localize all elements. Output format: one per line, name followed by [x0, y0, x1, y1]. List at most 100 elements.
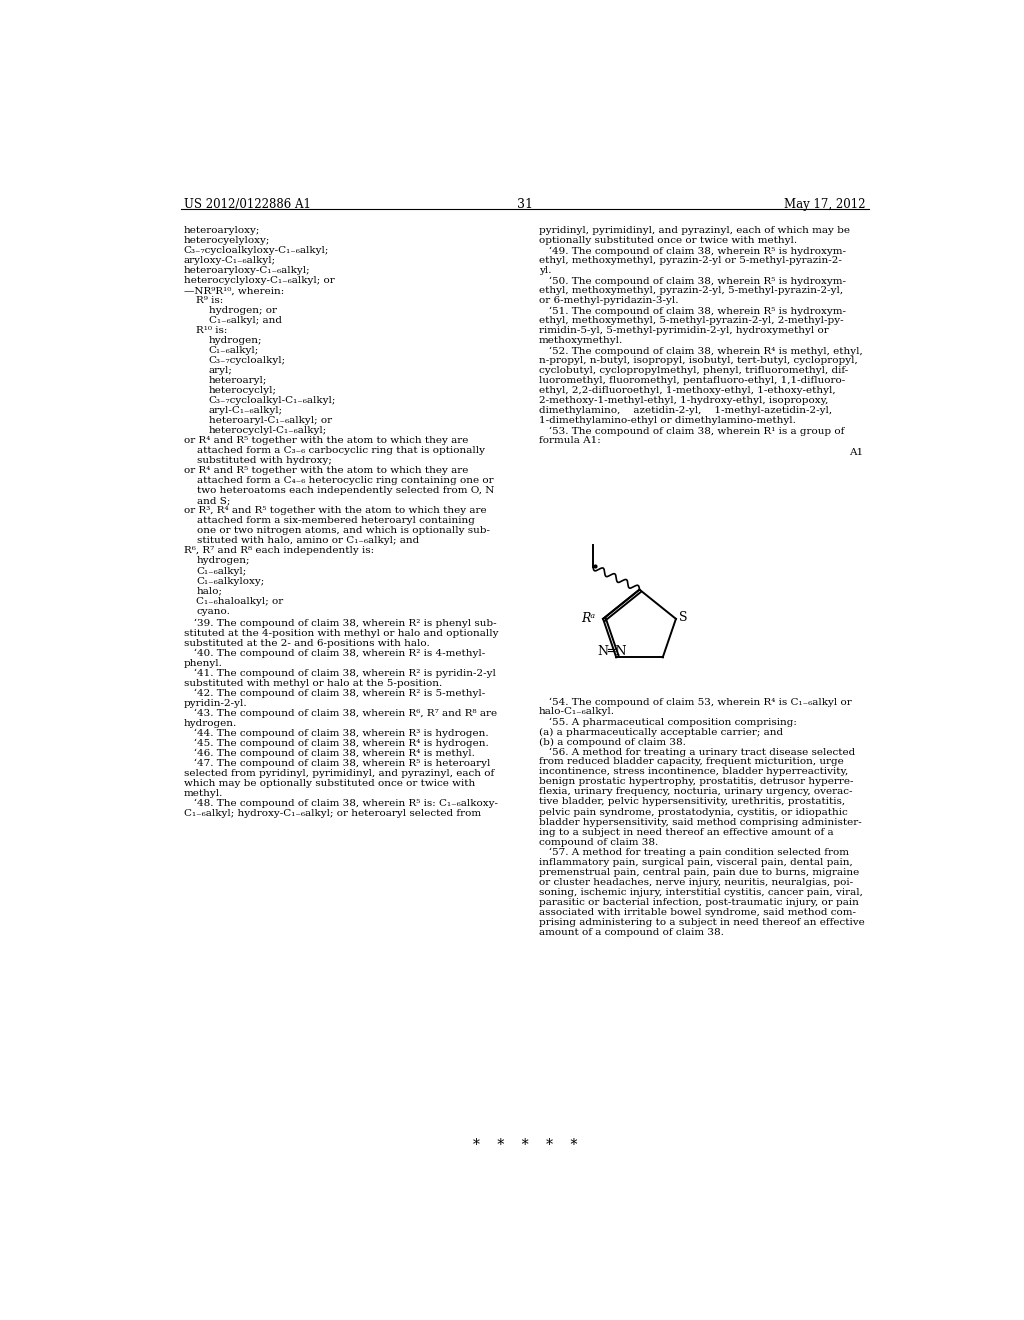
- Text: heteroaryl;: heteroaryl;: [209, 376, 267, 385]
- Text: 1-dimethylamino-ethyl or dimethylamino-methyl.: 1-dimethylamino-ethyl or dimethylamino-m…: [539, 416, 796, 425]
- Text: ethyl, methoxymethyl, pyrazin-2-yl or 5-methyl-pyrazin-2-: ethyl, methoxymethyl, pyrazin-2-yl or 5-…: [539, 256, 842, 265]
- Text: from reduced bladder capacity, frequent micturition, urge: from reduced bladder capacity, frequent …: [539, 758, 844, 767]
- Text: n-propyl, n-butyl, isopropyl, isobutyl, tert-butyl, cyclopropyl,: n-propyl, n-butyl, isopropyl, isobutyl, …: [539, 356, 857, 366]
- Text: hydrogen;: hydrogen;: [197, 557, 250, 565]
- Text: heterocyclyl;: heterocyclyl;: [209, 387, 276, 395]
- Text: ‘47. The compound of claim ​38, wherein R⁵ is heteroaryl: ‘47. The compound of claim ​38, wherein …: [183, 759, 490, 768]
- Text: soning, ischemic injury, interstitial cystitis, cancer pain, viral,: soning, ischemic injury, interstitial cy…: [539, 887, 862, 896]
- Text: ‘49. The compound of claim ​38, wherein R⁵ is hydroxym-: ‘49. The compound of claim ​38, wherein …: [539, 246, 846, 256]
- Text: benign prostatic hypertrophy, prostatitis, detrusor hyperre-: benign prostatic hypertrophy, prostatiti…: [539, 777, 853, 787]
- Text: hydrogen.: hydrogen.: [183, 719, 237, 727]
- Text: substituted at the 2- and 6-positions with halo.: substituted at the 2- and 6-positions wi…: [183, 639, 429, 648]
- Text: attached form a C₃₋₆ carbocyclic ring that is optionally: attached form a C₃₋₆ carbocyclic ring th…: [183, 446, 484, 455]
- Text: heteroaryloxy;: heteroaryloxy;: [183, 226, 260, 235]
- Text: ethyl, methoxymethyl, pyrazin-2-yl, 5-methyl-pyrazin-2-yl,: ethyl, methoxymethyl, pyrazin-2-yl, 5-me…: [539, 286, 843, 296]
- Text: incontinence, stress incontinence, bladder hyperreactivity,: incontinence, stress incontinence, bladd…: [539, 767, 848, 776]
- Text: selected from pyridinyl, pyrimidinyl, and pyrazinyl, each of: selected from pyridinyl, pyrimidinyl, an…: [183, 770, 494, 777]
- Text: ‘51. The compound of claim ​38, wherein R⁵ is hydroxym-: ‘51. The compound of claim ​38, wherein …: [539, 306, 846, 315]
- Text: two heteroatoms each independently selected from O, N: two heteroatoms each independently selec…: [183, 487, 495, 495]
- Text: (a) a pharmaceutically acceptable carrier; and: (a) a pharmaceutically acceptable carrie…: [539, 727, 783, 737]
- Text: ‘39. The compound of claim ​38, wherein R² is phenyl sub-: ‘39. The compound of claim ​38, wherein …: [183, 619, 497, 628]
- Text: or cluster headaches, nerve injury, neuritis, neuralgias, poi-: or cluster headaches, nerve injury, neur…: [539, 878, 853, 887]
- Text: C₃₋₇cycloalkyloxy-C₁₋₆alkyl;: C₃₋₇cycloalkyloxy-C₁₋₆alkyl;: [183, 246, 329, 255]
- Text: cyano.: cyano.: [197, 607, 230, 615]
- Text: substituted with hydroxy;: substituted with hydroxy;: [183, 457, 332, 466]
- Text: cyclobutyl, cyclopropylmethyl, phenyl, trifluoromethyl, dif-: cyclobutyl, cyclopropylmethyl, phenyl, t…: [539, 367, 848, 375]
- Text: substituted with methyl or halo at the 5-position.: substituted with methyl or halo at the 5…: [183, 678, 442, 688]
- Text: ‘55. A pharmaceutical composition comprising:: ‘55. A pharmaceutical composition compri…: [539, 718, 797, 727]
- Text: pelvic pain syndrome, prostatodynia, cystitis, or idiopathic: pelvic pain syndrome, prostatodynia, cys…: [539, 808, 848, 817]
- Text: Rᵃ: Rᵃ: [582, 612, 596, 626]
- Text: C₁₋₆alkyl; hydroxy-C₁₋₆alkyl; or heteroaryl selected from: C₁₋₆alkyl; hydroxy-C₁₋₆alkyl; or heteroa…: [183, 809, 481, 818]
- Text: ethyl, 2,2-difluoroethyl, 1-methoxy-ethyl, 1-ethoxy-ethyl,: ethyl, 2,2-difluoroethyl, 1-methoxy-ethy…: [539, 387, 836, 395]
- Text: amount of a compound of claim ​38.: amount of a compound of claim ​38.: [539, 928, 724, 937]
- Text: hydrogen;: hydrogen;: [209, 337, 262, 346]
- Text: ‘57. A method for treating a pain condition selected from: ‘57. A method for treating a pain condit…: [539, 847, 849, 857]
- Text: ‘46. The compound of claim ​38, wherein R⁴ is methyl.: ‘46. The compound of claim ​38, wherein …: [183, 748, 475, 758]
- Text: ‘40. The compound of claim ​38, wherein R² is 4-methyl-: ‘40. The compound of claim ​38, wherein …: [183, 649, 485, 659]
- Text: heterocyelyloxy;: heterocyelyloxy;: [183, 236, 270, 246]
- Text: stituted with halo, amino or C₁₋₆alkyl; and: stituted with halo, amino or C₁₋₆alkyl; …: [183, 536, 419, 545]
- Text: ‘45. The compound of claim ​38, wherein R⁴ is hydrogen.: ‘45. The compound of claim ​38, wherein …: [183, 739, 488, 748]
- Text: premenstrual pain, central pain, pain due to burns, migraine: premenstrual pain, central pain, pain du…: [539, 867, 859, 876]
- Text: flexia, urinary frequency, nocturia, urinary urgency, overac-: flexia, urinary frequency, nocturia, uri…: [539, 788, 852, 796]
- Text: C₁₋₆alkyloxy;: C₁₋₆alkyloxy;: [197, 577, 264, 586]
- Text: aryl;: aryl;: [209, 367, 232, 375]
- Text: N═N: N═N: [597, 644, 627, 657]
- Text: optionally substituted once or twice with methyl.: optionally substituted once or twice wit…: [539, 236, 797, 246]
- Text: R⁹ is:: R⁹ is:: [197, 296, 223, 305]
- Text: heterocyclyl-C₁₋₆alkyl;: heterocyclyl-C₁₋₆alkyl;: [209, 426, 327, 436]
- Text: ‘54. The compound of claim ​53, wherein R⁴ is C₁₋₆alkyl or: ‘54. The compound of claim ​53, wherein …: [539, 697, 852, 706]
- Text: aryloxy-C₁₋₆alkyl;: aryloxy-C₁₋₆alkyl;: [183, 256, 275, 265]
- Text: C₁₋₆alkyl;: C₁₋₆alkyl;: [197, 566, 247, 576]
- Text: attached form a C₄₋₆ heterocyclic ring containing one or: attached form a C₄₋₆ heterocyclic ring c…: [183, 477, 494, 486]
- Text: *    *    *    *    *: * * * * *: [473, 1138, 577, 1152]
- Text: heteroaryloxy-C₁₋₆alkyl;: heteroaryloxy-C₁₋₆alkyl;: [183, 267, 310, 275]
- Text: tive bladder, pelvic hypersensitivity, urethritis, prostatitis,: tive bladder, pelvic hypersensitivity, u…: [539, 797, 845, 807]
- Text: ‘53. The compound of claim ​38, wherein R¹ is a group of: ‘53. The compound of claim ​38, wherein …: [539, 426, 844, 436]
- Text: inflammatory pain, surgical pain, visceral pain, dental pain,: inflammatory pain, surgical pain, viscer…: [539, 858, 853, 866]
- Text: ‘56. A method for treating a urinary tract disease selected: ‘56. A method for treating a urinary tra…: [539, 747, 855, 756]
- Text: which may be optionally substituted once or twice with: which may be optionally substituted once…: [183, 779, 475, 788]
- Text: dimethylamino,    azetidin-2-yl,    1-methyl-azetidin-2-yl,: dimethylamino, azetidin-2-yl, 1-methyl-a…: [539, 407, 831, 416]
- Text: 31: 31: [517, 198, 532, 211]
- Text: ‘44. The compound of claim ​38, wherein R³ is hydrogen.: ‘44. The compound of claim ​38, wherein …: [183, 729, 488, 738]
- Text: ‘43. The compound of claim ​38, wherein R⁶, R⁷ and R⁸ are: ‘43. The compound of claim ​38, wherein …: [183, 709, 497, 718]
- Text: R¹⁰ is:: R¹⁰ is:: [197, 326, 227, 335]
- Text: aryl-C₁₋₆alkyl;: aryl-C₁₋₆alkyl;: [209, 407, 283, 416]
- Text: compound of claim ​38.: compound of claim ​38.: [539, 838, 658, 846]
- Text: C₁₋₆alkyl;: C₁₋₆alkyl;: [209, 346, 259, 355]
- Text: or 6-methyl-pyridazin-3-yl.: or 6-methyl-pyridazin-3-yl.: [539, 296, 678, 305]
- Text: C₃₋₇cycloalkyl;: C₃₋₇cycloalkyl;: [209, 356, 286, 366]
- Text: and S;: and S;: [183, 496, 230, 506]
- Text: May 17, 2012: May 17, 2012: [784, 198, 866, 211]
- Text: ‘41. The compound of claim ​38, wherein R² is pyridin-2-yl: ‘41. The compound of claim ​38, wherein …: [183, 669, 496, 678]
- Text: methyl.: methyl.: [183, 789, 223, 799]
- Text: ‘52. The compound of claim ​38, wherein R⁴ is methyl, ethyl,: ‘52. The compound of claim ​38, wherein …: [539, 346, 862, 355]
- Text: pyridin-2-yl.: pyridin-2-yl.: [183, 700, 248, 708]
- Text: 2-methoxy-1-methyl-ethyl, 1-hydroxy-ethyl, isopropoxy,: 2-methoxy-1-methyl-ethyl, 1-hydroxy-ethy…: [539, 396, 828, 405]
- Text: or R⁴ and R⁵ together with the atom to which they are: or R⁴ and R⁵ together with the atom to w…: [183, 437, 468, 445]
- Text: parasitic or bacterial infection, post-traumatic injury, or pain: parasitic or bacterial infection, post-t…: [539, 898, 859, 907]
- Text: A1: A1: [849, 447, 862, 457]
- Text: stituted at the 4-position with methyl or halo and optionally: stituted at the 4-position with methyl o…: [183, 628, 499, 638]
- Text: one or two nitrogen atoms, and which is optionally sub-: one or two nitrogen atoms, and which is …: [183, 527, 489, 536]
- Text: luoromethyl, fluoromethyl, pentafluoro-ethyl, 1,1-difluoro-: luoromethyl, fluoromethyl, pentafluoro-e…: [539, 376, 845, 385]
- Text: or R⁴ and R⁵ together with the atom to which they are: or R⁴ and R⁵ together with the atom to w…: [183, 466, 468, 475]
- Text: attached form a six-membered heteroaryl containing: attached form a six-membered heteroaryl …: [183, 516, 475, 525]
- Text: ‘42. The compound of claim ​38, wherein R² is 5-methyl-: ‘42. The compound of claim ​38, wherein …: [183, 689, 485, 698]
- Text: halo;: halo;: [197, 586, 222, 595]
- Text: formula A1:: formula A1:: [539, 437, 600, 445]
- Text: (b) a compound of claim ​38.: (b) a compound of claim ​38.: [539, 738, 686, 747]
- Text: pyridinyl, pyrimidinyl, and pyrazinyl, each of which may be: pyridinyl, pyrimidinyl, and pyrazinyl, e…: [539, 226, 850, 235]
- Text: or R³, R⁴ and R⁵ together with the atom to which they are: or R³, R⁴ and R⁵ together with the atom …: [183, 507, 486, 515]
- Text: C₁₋₆haloalkyl; or: C₁₋₆haloalkyl; or: [197, 597, 284, 606]
- Text: ing to a subject in need thereof an effective amount of a: ing to a subject in need thereof an effe…: [539, 828, 834, 837]
- Text: C₃₋₇cycloalkyl-C₁₋₆alkyl;: C₃₋₇cycloalkyl-C₁₋₆alkyl;: [209, 396, 336, 405]
- Text: ethyl, methoxymethyl, 5-methyl-pyrazin-2-yl, 2-methyl-py-: ethyl, methoxymethyl, 5-methyl-pyrazin-2…: [539, 317, 844, 325]
- Text: methoxymethyl.: methoxymethyl.: [539, 337, 623, 346]
- Text: hydrogen; or: hydrogen; or: [209, 306, 276, 315]
- Text: R⁶, R⁷ and R⁸ each independently is:: R⁶, R⁷ and R⁸ each independently is:: [183, 546, 374, 556]
- Text: heteroaryl-C₁₋₆alkyl; or: heteroaryl-C₁₋₆alkyl; or: [209, 416, 332, 425]
- Text: phenyl.: phenyl.: [183, 659, 222, 668]
